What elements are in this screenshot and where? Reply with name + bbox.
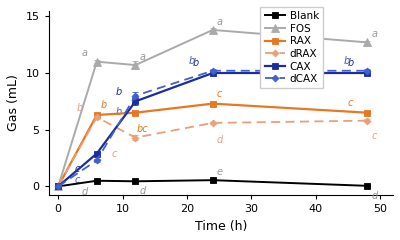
Text: b: b <box>193 58 199 68</box>
Text: c: c <box>112 149 117 159</box>
Text: b: b <box>116 87 122 97</box>
Text: b: b <box>77 102 83 113</box>
Text: c: c <box>75 164 80 174</box>
Text: d: d <box>371 191 377 201</box>
Text: bc: bc <box>136 124 148 134</box>
Text: b: b <box>348 58 354 68</box>
Text: c: c <box>75 175 80 185</box>
Text: c: c <box>348 98 353 108</box>
Y-axis label: Gas (mL): Gas (mL) <box>7 75 20 132</box>
Text: a: a <box>81 48 87 58</box>
Text: c: c <box>372 131 377 141</box>
Text: b: b <box>189 56 195 66</box>
Text: a: a <box>217 17 223 27</box>
Legend: Blank, FOS, RAX, dRAX, CAX, dCAX: Blank, FOS, RAX, dRAX, CAX, dCAX <box>260 7 323 88</box>
Text: c: c <box>217 89 222 99</box>
Text: d: d <box>216 135 223 144</box>
Text: d: d <box>81 187 88 197</box>
Text: b: b <box>101 100 107 110</box>
Text: b: b <box>343 56 350 66</box>
Text: b: b <box>116 107 122 117</box>
Text: a: a <box>140 52 146 62</box>
Text: a: a <box>371 29 377 39</box>
Text: d: d <box>139 186 146 196</box>
X-axis label: Time (h): Time (h) <box>195 220 247 233</box>
Text: e: e <box>217 167 223 177</box>
